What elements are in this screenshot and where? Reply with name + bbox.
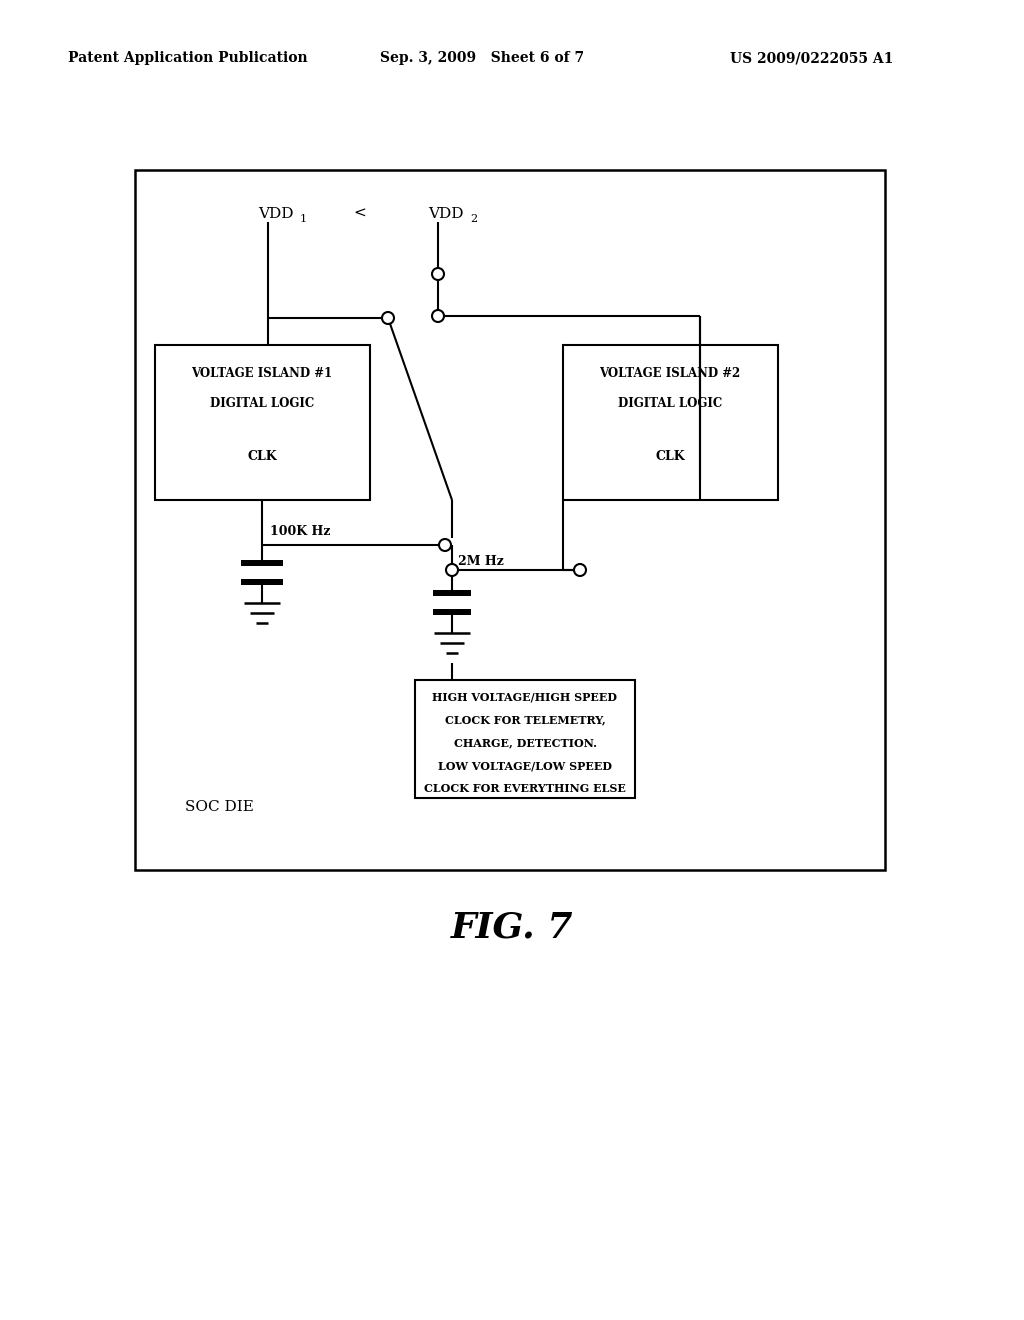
- Bar: [155, 345, 370, 500]
- Text: VOLTAGE ISLAND #2: VOLTAGE ISLAND #2: [599, 367, 740, 380]
- Text: CHARGE, DETECTION.: CHARGE, DETECTION.: [454, 738, 597, 748]
- Bar: [433, 590, 471, 597]
- Text: VDD: VDD: [428, 207, 464, 220]
- Text: VOLTAGE ISLAND #1: VOLTAGE ISLAND #1: [191, 367, 333, 380]
- Text: VDD: VDD: [258, 207, 294, 220]
- Circle shape: [432, 310, 444, 322]
- Text: US 2009/0222055 A1: US 2009/0222055 A1: [730, 51, 893, 65]
- Circle shape: [382, 312, 394, 323]
- Circle shape: [439, 539, 451, 550]
- Text: 1: 1: [300, 214, 307, 224]
- Text: SOC DIE: SOC DIE: [185, 800, 254, 814]
- Text: <: <: [353, 207, 367, 220]
- Text: Sep. 3, 2009   Sheet 6 of 7: Sep. 3, 2009 Sheet 6 of 7: [380, 51, 584, 65]
- Bar: [135, 170, 885, 870]
- Bar: [241, 579, 283, 585]
- Text: CLK: CLK: [247, 450, 276, 463]
- Text: CLK: CLK: [655, 450, 685, 463]
- Text: DIGITAL LOGIC: DIGITAL LOGIC: [617, 397, 722, 411]
- Text: LOW VOLTAGE/LOW SPEED: LOW VOLTAGE/LOW SPEED: [438, 760, 612, 771]
- Bar: [433, 609, 471, 615]
- Text: Patent Application Publication: Patent Application Publication: [68, 51, 307, 65]
- Text: DIGITAL LOGIC: DIGITAL LOGIC: [210, 397, 314, 411]
- Text: HIGH VOLTAGE/HIGH SPEED: HIGH VOLTAGE/HIGH SPEED: [432, 692, 617, 704]
- Bar: [563, 345, 778, 500]
- Text: 2: 2: [470, 214, 477, 224]
- Circle shape: [432, 268, 444, 280]
- Circle shape: [446, 564, 458, 576]
- Text: 100K Hz: 100K Hz: [270, 525, 331, 539]
- Circle shape: [574, 564, 586, 576]
- Text: FIG. 7: FIG. 7: [451, 909, 573, 944]
- Text: CLOCK FOR EVERYTHING ELSE: CLOCK FOR EVERYTHING ELSE: [424, 783, 626, 793]
- Text: CLOCK FOR TELEMETRY,: CLOCK FOR TELEMETRY,: [444, 714, 605, 726]
- Bar: [415, 680, 635, 799]
- Text: 2M Hz: 2M Hz: [458, 554, 504, 568]
- Bar: [241, 560, 283, 566]
